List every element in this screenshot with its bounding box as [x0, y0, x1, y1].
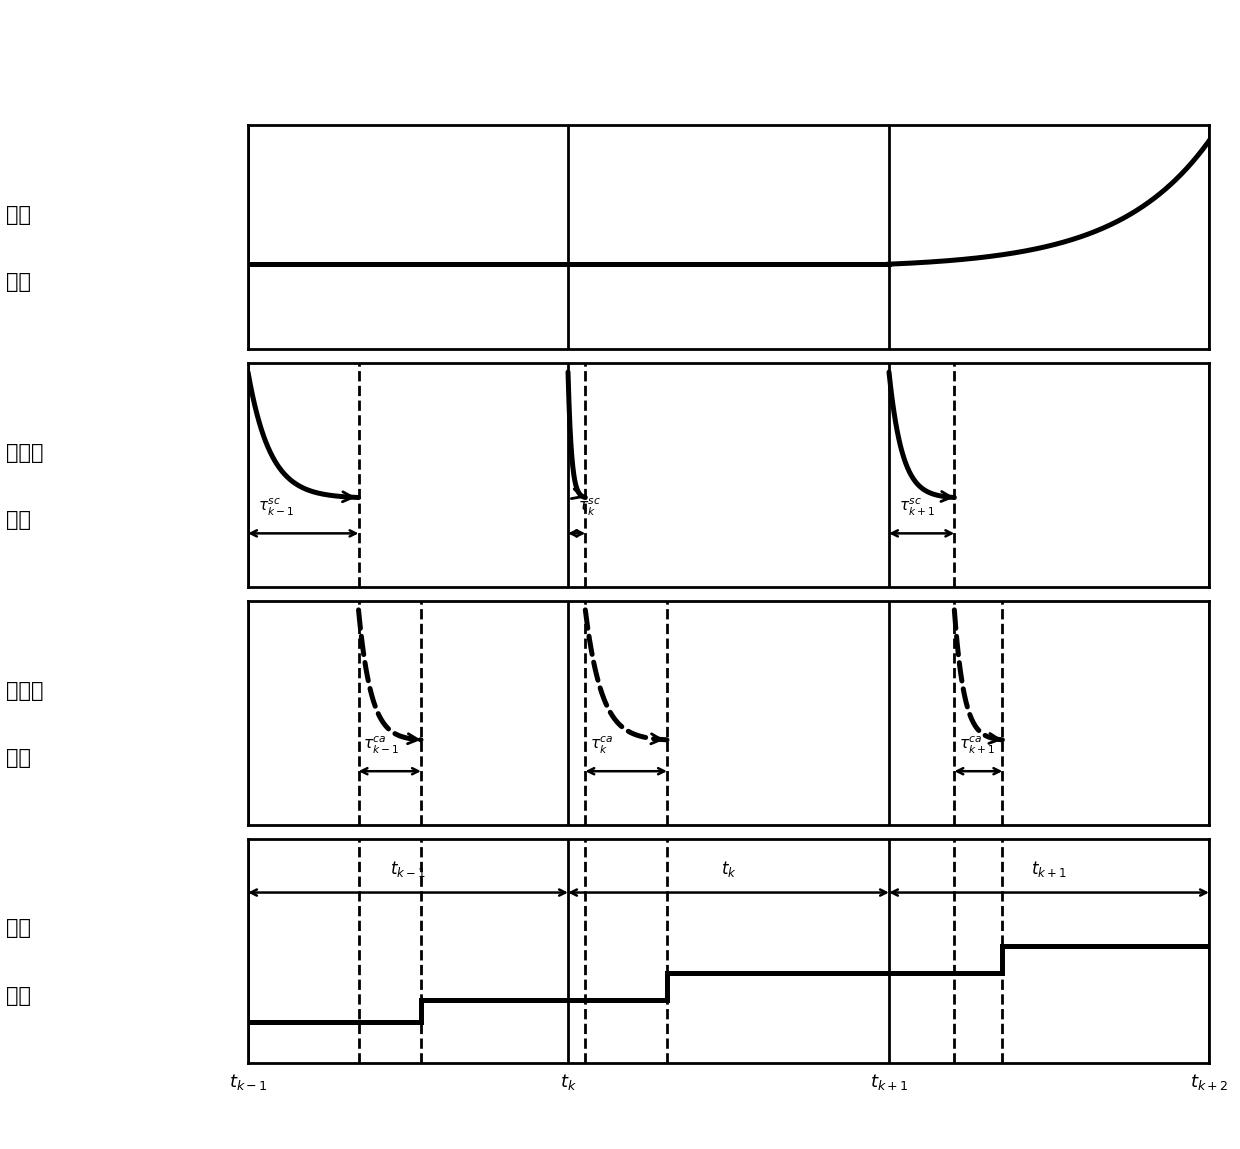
- Text: $t_k$: $t_k$: [559, 1072, 577, 1092]
- Text: 输入: 输入: [6, 510, 31, 530]
- Text: $t_{k+1}$: $t_{k+1}$: [869, 1072, 909, 1092]
- Text: $\tau_{k-1}^{sc}$: $\tau_{k-1}^{sc}$: [258, 496, 294, 518]
- Text: $t_{k+2}$: $t_{k+2}$: [1189, 1072, 1229, 1092]
- Text: $t_{k-1}$: $t_{k-1}$: [391, 859, 427, 879]
- Text: $\tau_{k-1}^{ca}$: $\tau_{k-1}^{ca}$: [363, 734, 399, 756]
- Text: 输入: 输入: [6, 748, 31, 768]
- Text: $t_{k-1}$: $t_{k-1}$: [228, 1072, 268, 1092]
- Text: 状态: 状态: [6, 272, 31, 292]
- Text: $t_{k+1}$: $t_{k+1}$: [1030, 859, 1066, 879]
- Text: $\tau_{k+1}^{ca}$: $\tau_{k+1}^{ca}$: [960, 734, 996, 756]
- Text: $\tau_k^{ca}$: $\tau_k^{ca}$: [590, 734, 614, 756]
- Text: 输入: 输入: [6, 986, 31, 1005]
- Text: $t_k$: $t_k$: [720, 859, 737, 879]
- Text: 控制器: 控制器: [6, 442, 43, 463]
- Text: 对象: 对象: [6, 918, 31, 939]
- Text: 执行器: 执行器: [6, 680, 43, 701]
- Text: $\tau_{k+1}^{sc}$: $\tau_{k+1}^{sc}$: [899, 496, 935, 518]
- Text: 对象: 对象: [6, 205, 31, 225]
- Text: $\tau_k^{sc}$: $\tau_k^{sc}$: [578, 496, 601, 518]
